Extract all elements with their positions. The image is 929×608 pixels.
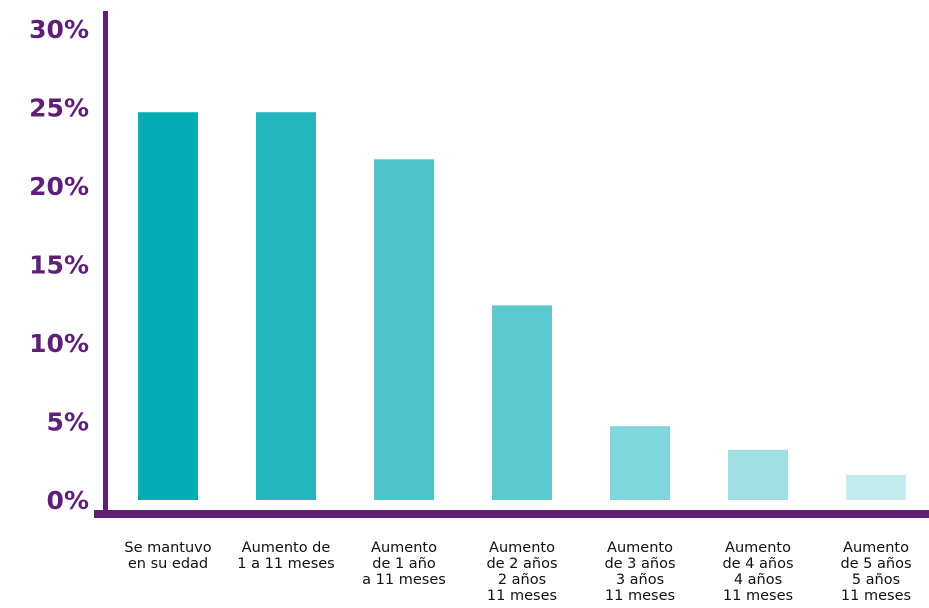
- x-tick-label-line: de 5 años: [840, 556, 911, 572]
- x-tick-label-line: a 11 meses: [362, 572, 446, 588]
- y-tick-label: 10%: [29, 329, 89, 358]
- x-tick-label-line: de 3 años: [604, 556, 675, 572]
- x-tick-label-line: 4 años: [734, 572, 782, 588]
- bar: [492, 305, 552, 500]
- y-tick-label: 20%: [29, 172, 89, 201]
- x-tick-label-line: 11 meses: [841, 588, 911, 604]
- bar: [610, 426, 670, 500]
- x-tick-label: Aumento de 2 años 2 años 11 meses: [486, 540, 557, 604]
- y-tick-label: 0%: [47, 486, 89, 515]
- x-tick-label-line: en su edad: [128, 556, 208, 572]
- y-tick-label: 5%: [47, 408, 89, 437]
- x-axis-category-labels: Se mantuvo en su edad Aumento de 1 a 11 mes…: [124, 540, 911, 604]
- x-tick-label-line: 3 años: [616, 572, 664, 588]
- y-tick-label: 30%: [29, 15, 89, 44]
- x-tick-label-line: de 2 años: [486, 556, 557, 572]
- x-axis-line: [94, 510, 929, 518]
- bar: [256, 112, 316, 501]
- x-tick-label-line: de 1 año: [372, 556, 436, 572]
- x-tick-label-line: 11 meses: [487, 588, 557, 604]
- x-tick-label: Aumento de 5 años 5 años 11 meses: [840, 540, 911, 604]
- bar: [728, 449, 788, 500]
- x-tick-label: Se mantuvo en su edad: [124, 540, 211, 572]
- x-tick-label: Aumento de 4 años 4 años 11 meses: [722, 540, 793, 604]
- x-tick-label-line: de 4 años: [722, 556, 793, 572]
- x-tick-label-line: 2 años: [498, 572, 546, 588]
- x-tick-label: Aumento de 3 años 3 años 11 meses: [604, 540, 675, 604]
- x-tick-label-line: Aumento: [607, 540, 673, 556]
- bars: [138, 112, 906, 501]
- x-tick-label-line: 11 meses: [723, 588, 793, 604]
- bar: [138, 112, 198, 501]
- y-axis-line: [103, 11, 108, 515]
- bar: [374, 159, 434, 500]
- x-tick-label-line: Aumento: [725, 540, 791, 556]
- bar: [846, 474, 906, 500]
- x-tick-label-line: 11 meses: [605, 588, 675, 604]
- x-tick-label-line: Aumento de: [242, 540, 331, 556]
- x-tick-label: Aumento de 1 año a 11 meses: [362, 540, 446, 588]
- x-tick-label-line: 1 a 11 meses: [237, 556, 334, 572]
- axes: [94, 11, 929, 518]
- y-axis-tick-labels: 0% 5% 10% 15% 20% 25% 30%: [29, 15, 89, 515]
- x-tick-label-line: Aumento: [489, 540, 555, 556]
- x-tick-label-line: 5 años: [852, 572, 900, 588]
- x-tick-label-line: Aumento: [843, 540, 909, 556]
- x-tick-label-line: Aumento: [371, 540, 437, 556]
- x-tick-label-line: Se mantuvo: [124, 540, 211, 556]
- x-tick-label: Aumento de 1 a 11 meses: [237, 540, 334, 572]
- y-tick-label: 25%: [29, 94, 89, 123]
- y-tick-label: 15%: [29, 251, 89, 280]
